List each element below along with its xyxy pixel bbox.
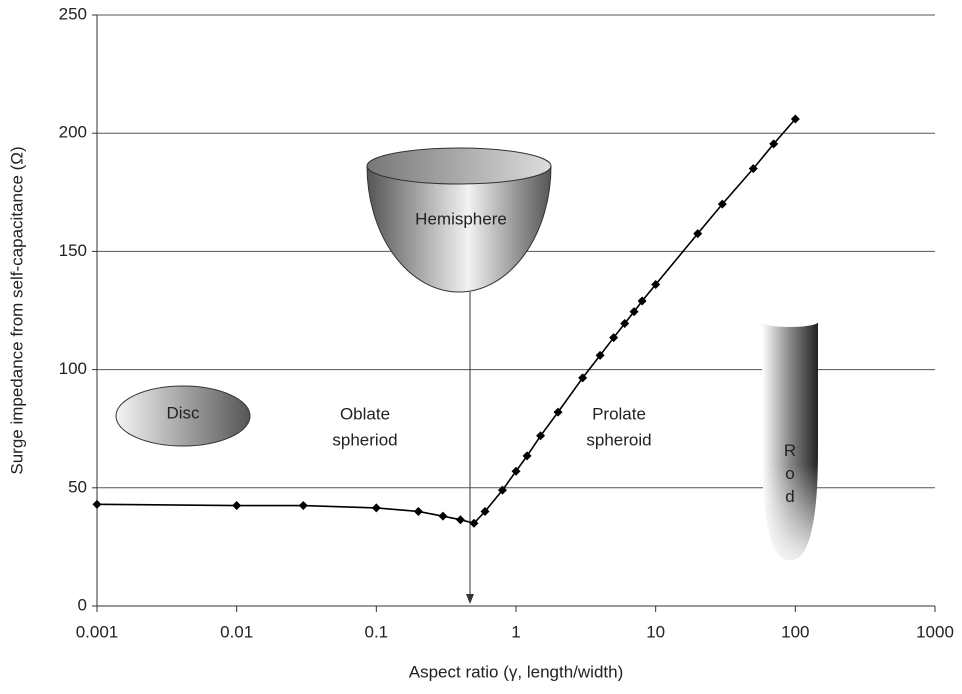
y-axis-label: Surge impedance from self-capacitance (Ω… [7,146,26,474]
x-tick-label: 1000 [916,622,954,641]
annotation: spheroid [586,430,651,449]
marker [769,139,779,149]
x-axis-label: Aspect ratio (γ, length/width) [409,662,623,681]
hemisphere-top [366,147,552,185]
marker [693,229,703,239]
annotation: Hemisphere [415,209,507,228]
data-line [96,118,796,525]
y-tick-label: 100 [59,359,87,378]
x-tick-label: 10 [646,622,665,641]
x-tick-label: 0.001 [76,622,119,641]
marker [790,114,800,124]
marker [748,164,758,174]
marker [522,451,532,461]
marker [536,431,546,441]
marker [413,506,423,516]
marker [637,296,647,306]
marker [298,501,308,511]
rod-top [762,317,818,327]
marker [469,518,479,528]
marker [609,333,619,343]
arrow-head [466,594,474,604]
annotation: Oblate [340,404,390,423]
marker [371,503,381,513]
marker [455,515,465,525]
y-tick-label: 250 [59,4,87,23]
marker [92,499,102,509]
x-tick-label: 0.1 [365,622,389,641]
marker [717,199,727,209]
x-tick-label: 0.01 [220,622,253,641]
marker [651,279,661,289]
marker [232,501,242,511]
annotation: spheriod [332,430,397,449]
marker [480,506,490,516]
shapes [115,147,818,604]
x-tick-label: 1 [511,622,520,641]
marker [511,466,521,476]
annotation: Disc [166,403,200,422]
y-tick-label: 200 [59,123,87,142]
marker [629,307,639,317]
hemisphere-shape [366,165,552,293]
y-tick-label: 0 [78,595,87,614]
marker [438,511,448,521]
rod-fade [762,322,818,560]
marker [620,319,630,329]
y-tick-label: 150 [59,241,87,260]
marker [553,407,563,417]
marker [595,350,605,360]
x-tick-label: 100 [781,622,809,641]
y-tick-label: 50 [68,477,87,496]
disc-shape [115,385,251,447]
annotation: Prolate [592,404,646,423]
marker [578,373,588,383]
marker [497,485,507,495]
